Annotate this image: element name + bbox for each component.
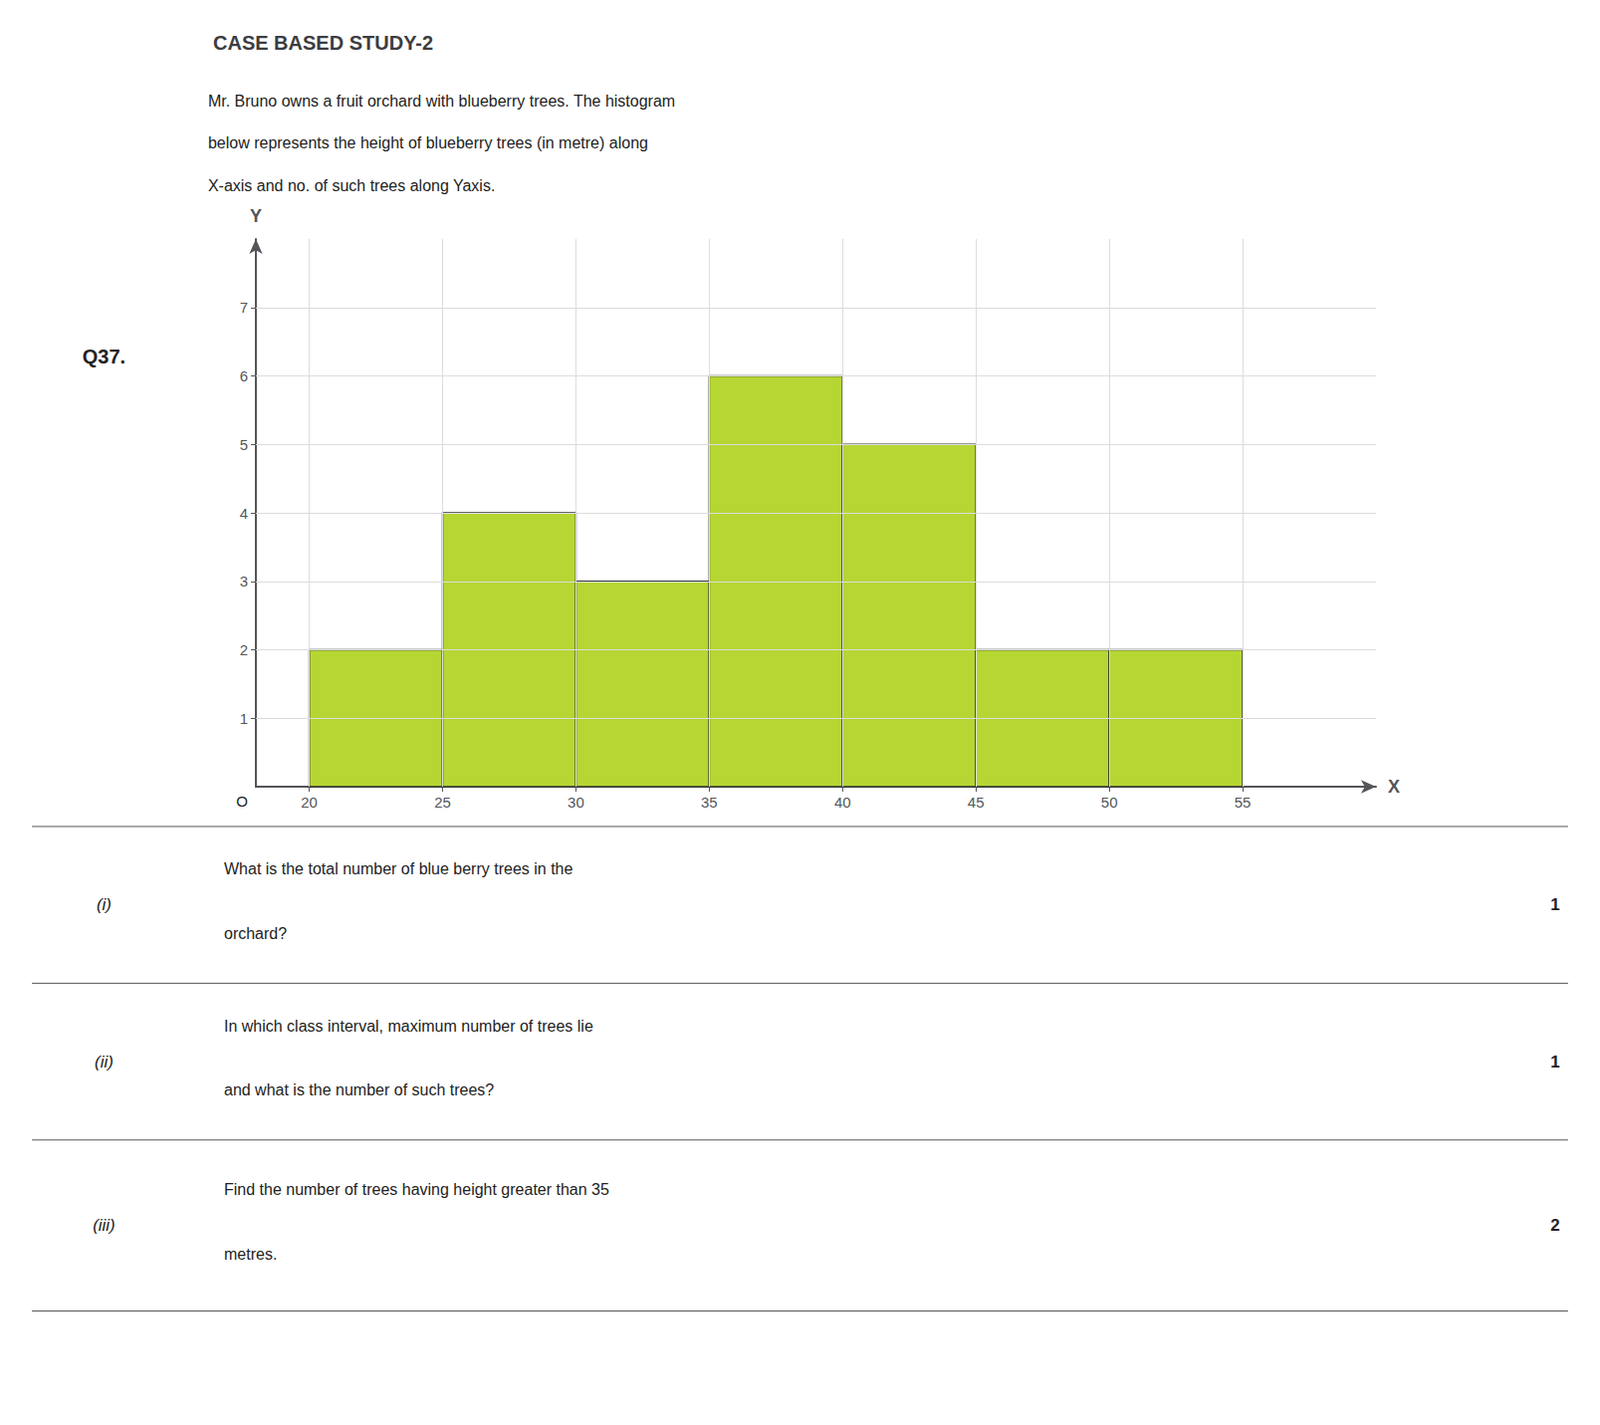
svg-text:2: 2 [1550, 1215, 1560, 1235]
svg-text:Mr. Bruno owns a fruit orchard: Mr. Bruno owns a fruit orchard with blue… [208, 92, 676, 110]
svg-text:40: 40 [834, 793, 852, 811]
svg-text:20: 20 [300, 793, 318, 811]
svg-text:In which class interval, maxim: In which class interval, maximum number … [224, 1017, 594, 1035]
svg-text:6: 6 [239, 367, 248, 385]
svg-text:30: 30 [567, 793, 585, 811]
svg-text:55: 55 [1234, 793, 1252, 811]
svg-text:O: O [235, 792, 248, 810]
svg-text:2: 2 [239, 641, 248, 659]
svg-text:Find the number of trees havin: Find the number of trees having height g… [224, 1180, 610, 1198]
svg-text:25: 25 [434, 793, 452, 811]
svg-text:What is the total number of bl: What is the total number of blue berry t… [224, 860, 574, 878]
svg-text:35: 35 [700, 793, 718, 811]
svg-text:Y: Y [249, 206, 262, 227]
svg-text:Q37.: Q37. [82, 345, 126, 368]
svg-text:50: 50 [1101, 793, 1119, 811]
svg-text:CASE BASED STUDY-2: CASE BASED STUDY-2 [213, 31, 434, 54]
svg-text:1: 1 [239, 709, 248, 727]
svg-text:(ii): (ii) [94, 1052, 114, 1072]
svg-text:7: 7 [239, 298, 248, 316]
svg-text:metres.: metres. [224, 1245, 277, 1263]
svg-text:orchard?: orchard? [224, 924, 287, 942]
svg-text:4: 4 [239, 504, 248, 522]
svg-text:and what is the number of such: and what is the number of such trees? [224, 1081, 494, 1099]
svg-text:5: 5 [239, 436, 248, 454]
svg-text:X-axis and no. of such trees a: X-axis and no. of such trees along Yaxis… [208, 177, 495, 195]
svg-text:45: 45 [967, 793, 985, 811]
svg-text:3: 3 [239, 572, 248, 590]
svg-text:(i): (i) [96, 895, 112, 915]
svg-text:1: 1 [1550, 1052, 1560, 1072]
svg-text:1: 1 [1550, 895, 1560, 915]
svg-text:X: X [1387, 776, 1400, 797]
svg-text:below represents the height of: below represents the height of blueberry… [208, 134, 649, 152]
svg-text:(iii): (iii) [92, 1215, 116, 1235]
